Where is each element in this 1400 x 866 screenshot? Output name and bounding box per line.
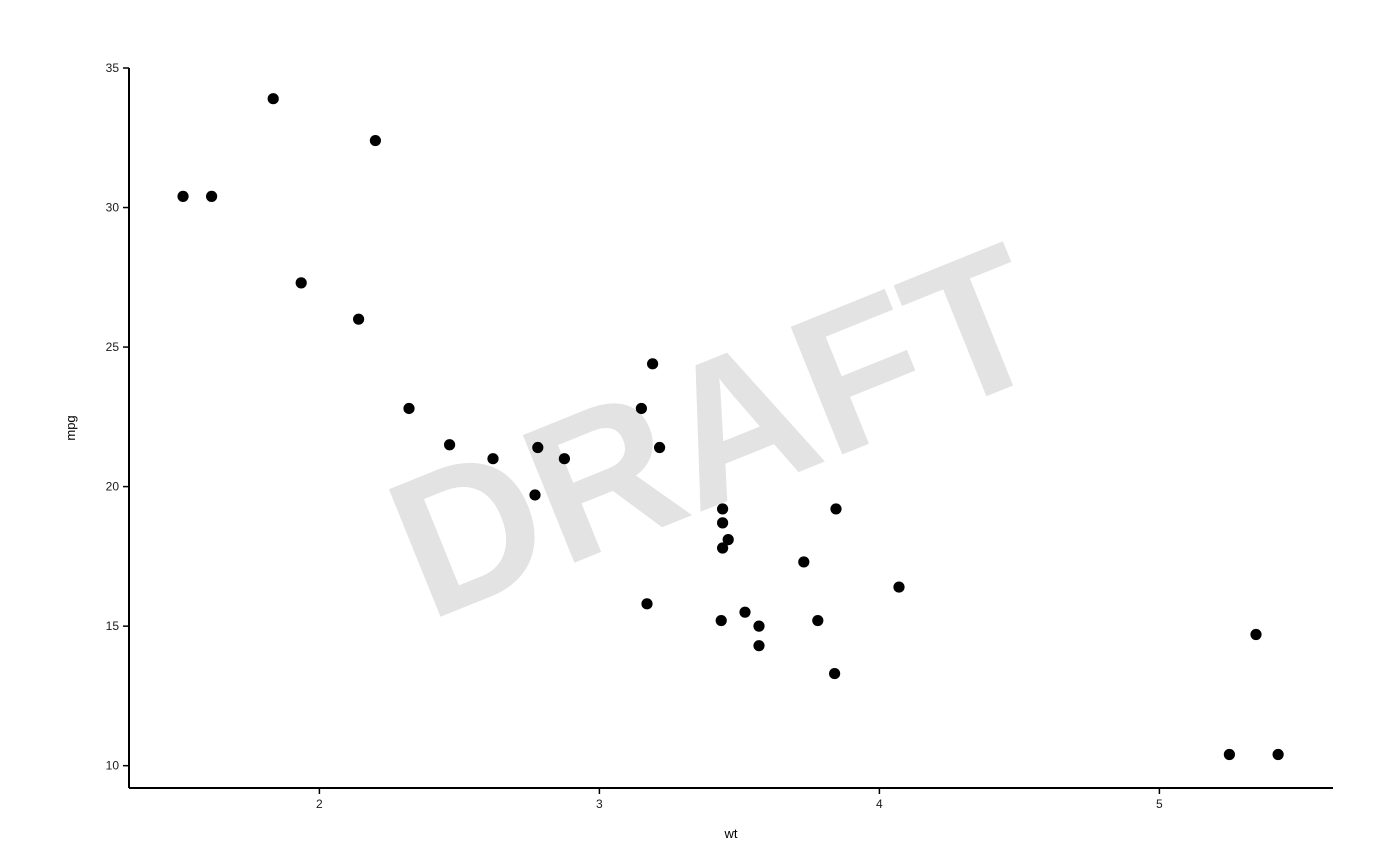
y-tick-label: 10 — [106, 759, 120, 773]
data-point — [487, 453, 499, 465]
x-tick-label: 2 — [316, 797, 323, 811]
data-point — [647, 358, 659, 370]
data-point — [717, 542, 729, 554]
data-point — [753, 640, 765, 652]
data-point — [403, 402, 415, 415]
data-point — [739, 606, 751, 618]
data-point — [177, 190, 189, 202]
axes: 10 15 20 25 30 35 2 3 4 5 — [106, 61, 1333, 811]
data-point — [717, 503, 729, 515]
data-point — [1223, 748, 1235, 761]
x-axis-title: wt — [724, 826, 738, 841]
data-point — [829, 667, 841, 680]
data-point — [529, 489, 541, 501]
x-tick-label: 4 — [876, 797, 883, 811]
y-tick-label: 35 — [106, 61, 120, 75]
data-point — [722, 534, 734, 546]
y-tick-label: 20 — [106, 480, 120, 494]
data-point — [444, 439, 456, 451]
data-point — [654, 441, 666, 454]
data-point — [715, 614, 727, 627]
x-tick-label: 5 — [1156, 797, 1163, 811]
data-point — [1272, 748, 1284, 761]
x-tick-label: 3 — [596, 797, 603, 811]
data-point — [893, 581, 905, 593]
data-point — [717, 517, 729, 529]
data-point — [830, 503, 842, 515]
y-axis-title: mpg — [63, 415, 78, 440]
data-point — [812, 614, 824, 627]
data-point — [267, 93, 279, 105]
data-point — [1250, 628, 1262, 641]
y-tick-label: 15 — [106, 619, 120, 633]
data-point — [206, 190, 218, 202]
data-point — [353, 313, 365, 325]
data-point — [798, 556, 810, 568]
y-tick-label: 25 — [106, 340, 120, 354]
data-point — [635, 402, 648, 415]
data-point — [369, 134, 381, 147]
y-tick-label: 30 — [106, 201, 120, 215]
draft-watermark: DRAFT — [361, 201, 1073, 662]
data-point — [641, 598, 653, 610]
data-point — [558, 453, 571, 465]
data-point — [295, 277, 307, 289]
data-point — [532, 441, 544, 454]
data-points — [177, 93, 1284, 761]
data-point — [753, 620, 765, 632]
